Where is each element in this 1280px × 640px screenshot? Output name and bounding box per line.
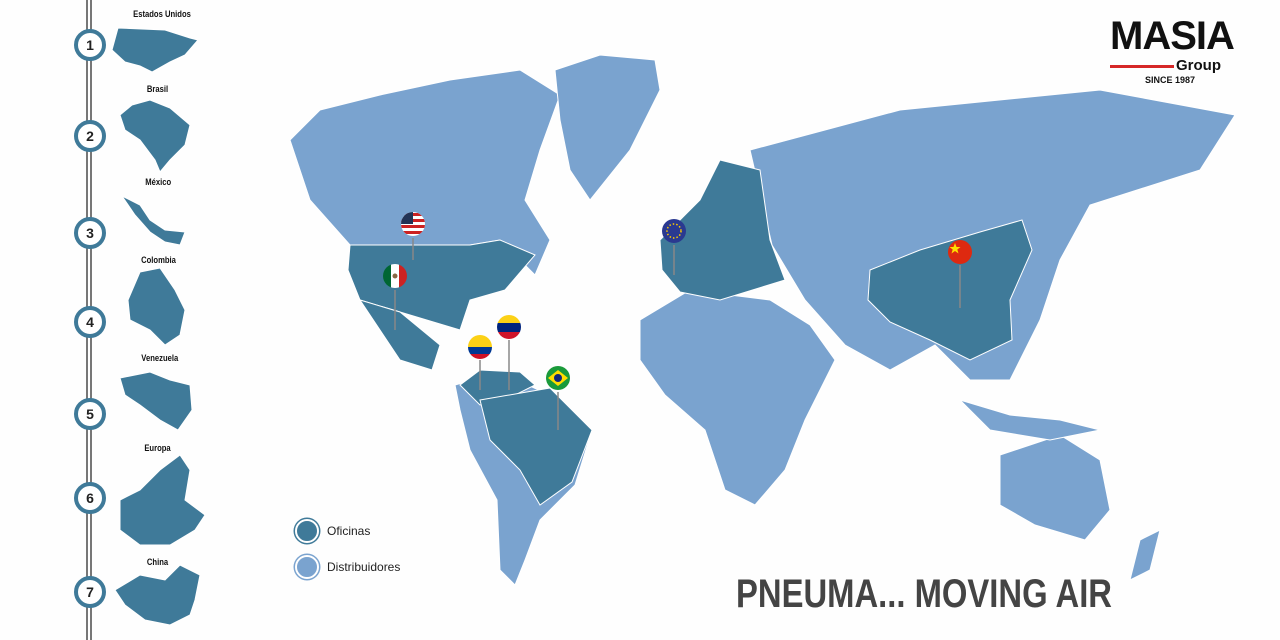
china-flag-icon — [948, 240, 972, 264]
legend-distributors: Distribuidores — [295, 555, 400, 579]
country-label: Brasil — [146, 84, 169, 94]
step-7: 7 — [74, 576, 106, 608]
venezuela-flag-icon — [497, 315, 521, 339]
logo-sub: Group — [1176, 57, 1221, 74]
north-america-shape — [289, 69, 561, 276]
map-pins — [394, 238, 961, 430]
mexico-flag-icon — [383, 264, 407, 288]
sidebar-usa-shape — [111, 27, 199, 73]
slogan: PNEUMA... MOVING AIR — [736, 572, 1113, 616]
office-swatch — [295, 519, 319, 543]
brazil-shape — [479, 387, 593, 506]
legend-label: Oficinas — [327, 524, 371, 538]
country-label: Venezuela — [141, 353, 179, 363]
step-1: 1 — [74, 29, 106, 61]
step-6: 6 — [74, 482, 106, 514]
australia-shape — [999, 434, 1111, 541]
greenland-shape — [554, 54, 661, 201]
legend-label: Distribuidores — [327, 560, 401, 574]
masia-logo: MASIA Group SINCE 1987 — [1110, 16, 1250, 86]
step-5: 5 — [74, 398, 106, 430]
sidebar-europe-shape — [119, 454, 206, 546]
step-4: 4 — [74, 306, 106, 338]
logo-since: SINCE 1987 — [1145, 75, 1196, 85]
eu-flag-icon — [662, 219, 686, 243]
china-shape — [867, 219, 1033, 361]
distributor-swatch — [295, 555, 319, 579]
africa-shape — [639, 289, 836, 506]
colombia-flag-icon — [468, 335, 492, 359]
country-label: Estados Unidos — [133, 9, 191, 19]
country-label: México — [145, 177, 172, 187]
brazil-flag-icon — [546, 366, 570, 390]
step-2: 2 — [74, 120, 106, 152]
sidebar-brazil-shape — [119, 99, 191, 173]
legend-offices: Oficinas — [295, 519, 370, 543]
europe-shape — [659, 159, 786, 301]
logo-bar — [1110, 65, 1174, 68]
country-label: China — [146, 557, 169, 567]
country-label: Colombia — [141, 255, 176, 265]
sidebar-venezuela-shape — [119, 371, 193, 431]
mexico-shape — [358, 299, 441, 371]
indonesia-shape — [959, 399, 1101, 441]
country-label: Europa — [144, 443, 171, 453]
sidebar-colombia-shape — [127, 267, 186, 346]
sidebar-china-shape — [114, 564, 201, 626]
nz-shape — [1129, 529, 1161, 581]
sidebar-mexico-shape — [120, 194, 186, 246]
step-3: 3 — [74, 217, 106, 249]
logo-name: MASIA — [1110, 14, 1235, 58]
